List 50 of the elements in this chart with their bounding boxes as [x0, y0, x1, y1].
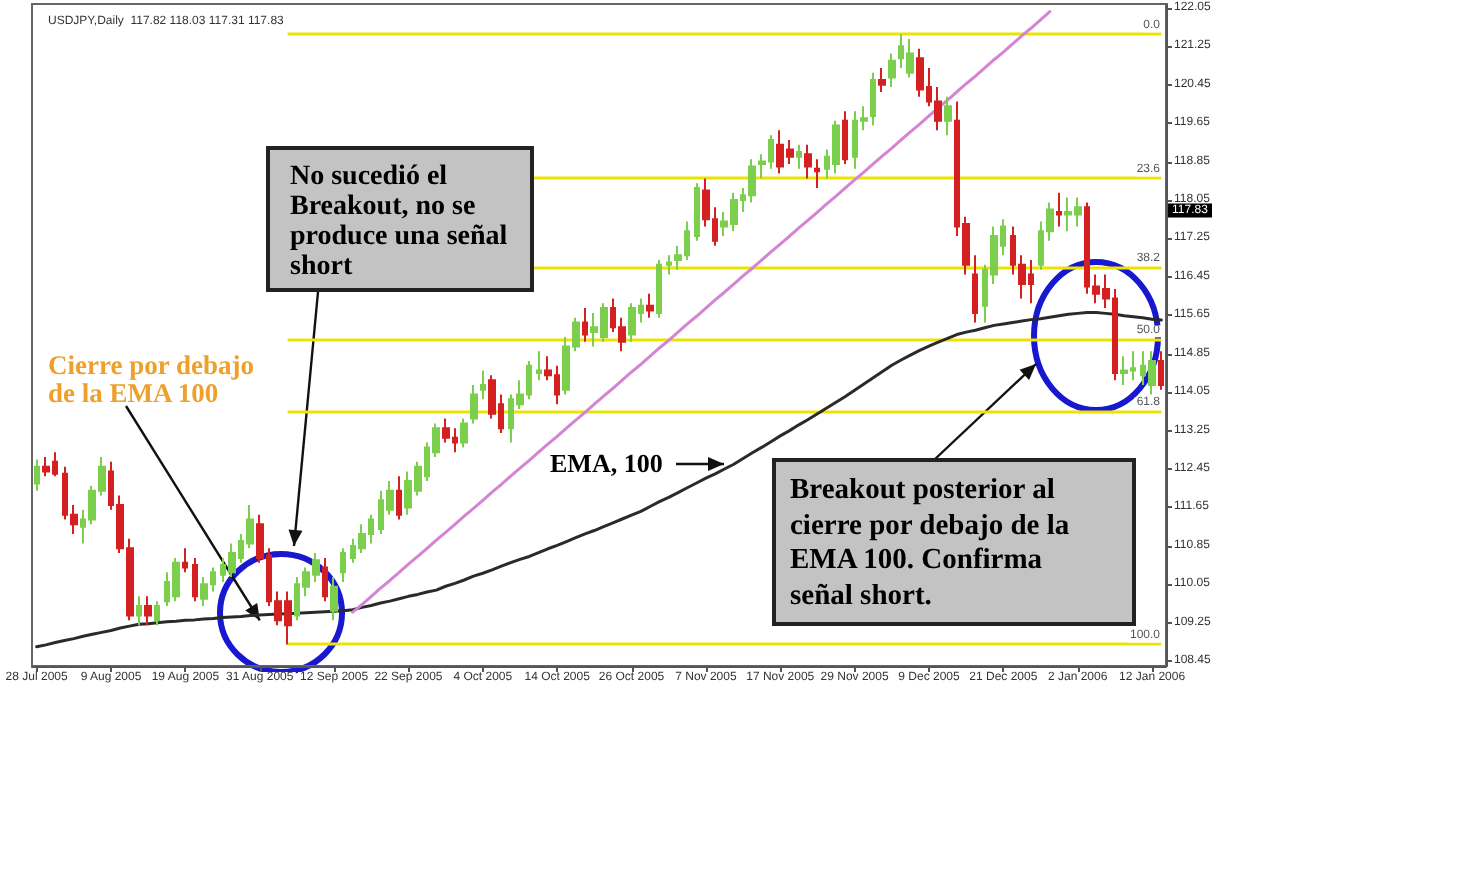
candlestick — [358, 523, 366, 555]
callout-box: Breakout posterior al cierre por debajo de la EMA 100. Confirma señal short. — [772, 458, 1136, 626]
candlestick — [480, 369, 486, 401]
annotation: Breakout posterior al cierre por debajo de la EMA 100. Confirma señal short. — [790, 474, 1070, 611]
candlestick — [972, 254, 978, 324]
candlestick — [136, 595, 142, 627]
candlestick — [192, 556, 198, 603]
candlestick — [944, 95, 952, 137]
candlestick — [814, 158, 820, 189]
candlestick — [154, 600, 160, 627]
candlestick — [628, 302, 636, 343]
candlestick — [228, 542, 236, 579]
candlestick — [1148, 350, 1156, 396]
candlestick — [878, 66, 886, 93]
line-series — [35, 310, 1163, 649]
candlestick — [200, 576, 208, 607]
candlestick — [1056, 191, 1062, 228]
candlestick — [666, 254, 672, 276]
annotation: No sucedió el Breakout, no se produce una señal short — [290, 162, 508, 282]
candlestick — [460, 417, 468, 449]
annotation: EMA, 100 — [550, 448, 665, 478]
candlestick — [442, 417, 450, 444]
candlestick — [832, 119, 840, 175]
candlestick — [646, 292, 654, 319]
candlestick — [144, 595, 152, 627]
candlestick — [396, 475, 402, 521]
candlestick — [842, 110, 848, 165]
candlestick — [182, 547, 188, 574]
candlestick — [916, 47, 924, 98]
candlestick — [888, 52, 896, 89]
annotation: Cierre por debajo de la EMA 100 — [48, 350, 256, 408]
candlestick — [1158, 350, 1164, 391]
candlestick — [656, 259, 662, 319]
candlestick — [42, 456, 50, 478]
candlestick — [748, 158, 756, 204]
candlestick — [322, 556, 328, 603]
candlestick — [536, 350, 542, 382]
candlestick — [870, 71, 876, 127]
candlestick — [906, 38, 914, 79]
candlestick — [694, 182, 700, 242]
candlestick — [34, 458, 40, 492]
candlestick — [172, 556, 180, 603]
candlestick — [796, 143, 802, 170]
callout-box: No sucedió el Breakout, no se produce una señal short — [266, 146, 534, 292]
candlestick — [470, 383, 478, 425]
candlestick — [804, 143, 812, 180]
candlestick — [330, 576, 338, 622]
candlestick — [1120, 355, 1128, 386]
candlestick — [582, 307, 588, 343]
candlestick — [340, 547, 346, 583]
